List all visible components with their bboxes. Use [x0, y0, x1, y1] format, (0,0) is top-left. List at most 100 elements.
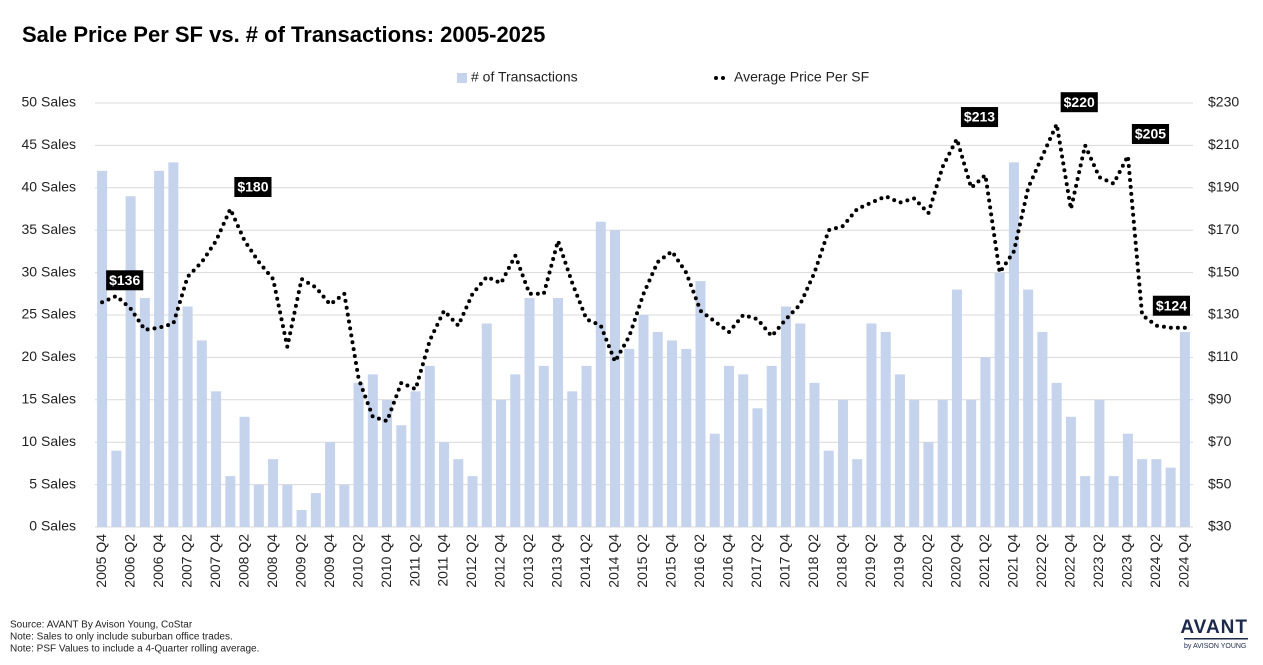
bar: [154, 170, 165, 527]
bar: [1094, 399, 1105, 527]
note: Note: Sales to only include suburban off…: [10, 632, 233, 643]
bar: [196, 340, 207, 527]
bar: [382, 399, 393, 527]
x-tick-label: 2020 Q4: [948, 534, 964, 588]
x-tick-label: 2010 Q4: [378, 534, 394, 588]
x-tick-label: 2017 Q4: [777, 534, 793, 588]
bar: [624, 348, 635, 527]
legend-swatch: [457, 73, 467, 83]
x-tick-label: 2015 Q4: [663, 534, 679, 588]
bar: [937, 399, 948, 527]
x-tick-label: 2022 Q4: [1062, 534, 1078, 588]
x-tick-label: 2006 Q4: [150, 534, 166, 588]
bar: [439, 442, 450, 527]
y2-tick-label: $30: [1208, 518, 1232, 534]
x-tick-label: 2010 Q2: [349, 534, 365, 588]
x-tick-label: 2006 Q2: [121, 534, 137, 588]
bar: [1137, 459, 1148, 527]
bar: [951, 289, 962, 527]
bar: [909, 399, 920, 527]
x-tick-label: 2016 Q4: [720, 534, 736, 588]
bar: [581, 365, 592, 527]
bar: [695, 281, 706, 527]
bar: [1051, 382, 1062, 527]
x-tick-label: 2013 Q2: [520, 534, 536, 588]
y-tick-label: 0 Sales: [29, 518, 76, 534]
y-tick-label: 30 Sales: [22, 263, 76, 279]
y2-tick-label: $70: [1208, 433, 1232, 449]
value-label-box: [1152, 295, 1190, 316]
x-tick-label: 2008 Q2: [235, 534, 251, 588]
y-tick-label: 50 Sales: [22, 94, 76, 110]
bar: [780, 306, 791, 527]
x-tick-label: 2012 Q2: [463, 534, 479, 588]
value-label-box: [1060, 92, 1098, 113]
x-tick-label: 2017 Q2: [748, 534, 764, 588]
bar: [795, 323, 806, 527]
bar: [424, 365, 435, 527]
y2-tick-label: $190: [1208, 179, 1239, 195]
y-tick-label: 35 Sales: [22, 221, 76, 237]
bar: [111, 450, 122, 527]
bar: [994, 272, 1005, 527]
bar: [325, 442, 336, 527]
bar: [310, 493, 321, 527]
y-tick-label: 40 Sales: [22, 179, 76, 195]
bar: [610, 230, 621, 527]
price-line: [100, 117, 1187, 424]
value-label: $205: [1131, 124, 1170, 144]
x-tick-label: 2013 Q4: [549, 534, 565, 588]
bar: [211, 391, 222, 527]
bar: [524, 298, 535, 527]
bar: [1179, 331, 1190, 527]
bar: [453, 459, 464, 527]
bar: [666, 340, 677, 527]
bar: [752, 408, 763, 527]
bar: [367, 374, 378, 527]
x-tick-label: 2020 Q2: [919, 534, 935, 588]
x-tick-label: 2014 Q2: [577, 534, 593, 588]
bar: [866, 323, 877, 527]
y2-tick-label: $170: [1208, 221, 1239, 237]
x-tick-label: 2023 Q4: [1119, 534, 1135, 588]
legend-label: Average Price Per SF: [734, 69, 869, 85]
bar: [652, 331, 663, 527]
bar: [823, 450, 834, 527]
value-label: $220: [1060, 92, 1098, 113]
value-label-text: $213: [964, 109, 995, 125]
bar: [496, 399, 507, 527]
bar: [353, 382, 364, 527]
x-tick-label: 2024 Q2: [1147, 534, 1163, 588]
bar: [837, 399, 848, 527]
legend-label: # of Transactions: [471, 69, 578, 85]
logo-rule: [1184, 638, 1248, 640]
bar: [1023, 289, 1034, 527]
value-label-text: $136: [109, 272, 140, 288]
value-label-text: $205: [1135, 126, 1166, 142]
bar: [225, 476, 236, 527]
y2-tick-label: $150: [1208, 263, 1239, 279]
bar: [538, 365, 549, 527]
y2-tick-label: $90: [1208, 391, 1232, 407]
note: Note: PSF Values to include a 4-Quarter …: [10, 644, 259, 655]
source-note: Source: AVANT By Avison Young, CoStar: [10, 620, 193, 631]
bar: [880, 331, 891, 527]
y-tick-label: 15 Sales: [22, 391, 76, 407]
x-tick-label: 2011 Q2: [406, 534, 422, 587]
bar: [253, 484, 264, 527]
x-tick-label: 2012 Q4: [492, 534, 508, 588]
value-label: $124: [1152, 295, 1190, 316]
y2-tick-label: $50: [1208, 475, 1232, 491]
bar: [1065, 416, 1076, 527]
bar: [510, 374, 521, 527]
bar: [709, 433, 720, 527]
value-label-box: [234, 177, 272, 197]
x-tick-label: 2009 Q2: [292, 534, 308, 588]
x-tick-label: 2024 Q4: [1176, 534, 1192, 588]
value-label-box: [1131, 124, 1170, 144]
y-tick-label: 45 Sales: [22, 136, 76, 152]
chart-title: Sale Price Per SF vs. # of Transactions:…: [22, 22, 545, 47]
x-tick-label: 2021 Q4: [1005, 534, 1021, 588]
bar: [567, 391, 578, 527]
